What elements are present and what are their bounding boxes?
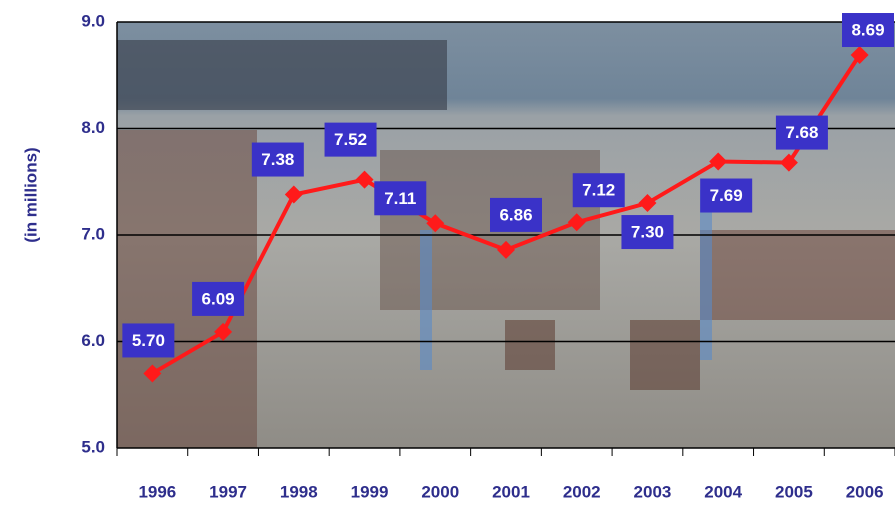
marker bbox=[143, 364, 162, 383]
value-label-box bbox=[122, 323, 175, 358]
value-label-box bbox=[842, 13, 894, 48]
marker bbox=[426, 214, 445, 233]
y-tick-label: 7.0 bbox=[81, 224, 105, 243]
value-label: 6.86 bbox=[499, 205, 532, 224]
value-label: 7.52 bbox=[334, 130, 367, 149]
value-label-box bbox=[700, 178, 753, 213]
marker bbox=[638, 194, 657, 213]
value-label-box bbox=[192, 281, 245, 316]
y-tick-label: 9.0 bbox=[81, 11, 105, 30]
y-axis-label: (in millions) bbox=[21, 147, 40, 242]
value-label: 7.30 bbox=[631, 223, 664, 242]
value-label-box bbox=[374, 181, 427, 216]
value-label-box bbox=[490, 197, 542, 232]
value-label: 7.68 bbox=[785, 123, 818, 142]
x-tick-label: 1996 bbox=[138, 482, 176, 501]
x-tick-label: 2005 bbox=[775, 482, 813, 501]
x-tick-label: 2000 bbox=[421, 482, 459, 501]
value-label-box bbox=[775, 115, 828, 150]
marker bbox=[779, 153, 798, 172]
value-label-box bbox=[324, 122, 377, 157]
y-tick-label: 5.0 bbox=[81, 437, 105, 456]
value-label-box bbox=[572, 173, 625, 208]
value-label: 7.38 bbox=[261, 150, 294, 169]
marker bbox=[567, 213, 586, 232]
marker bbox=[497, 240, 515, 259]
value-label: 7.69 bbox=[710, 186, 743, 205]
x-tick-label: 2004 bbox=[704, 482, 742, 501]
x-tick-label: 2001 bbox=[492, 482, 530, 501]
value-label-box bbox=[251, 142, 304, 177]
value-label: 5.70 bbox=[132, 331, 165, 350]
y-tick-label: 6.0 bbox=[81, 331, 105, 350]
marker bbox=[355, 170, 374, 189]
x-tick-label: 1999 bbox=[351, 482, 389, 501]
x-tick-label: 1998 bbox=[280, 482, 318, 501]
marker bbox=[850, 46, 869, 65]
y-tick-label: 8.0 bbox=[81, 118, 105, 137]
marker bbox=[284, 185, 303, 204]
value-label: 8.69 bbox=[851, 20, 884, 39]
x-tick-label: 2003 bbox=[634, 482, 672, 501]
x-tick-label: 1997 bbox=[209, 482, 247, 501]
marker bbox=[709, 152, 728, 171]
x-tick-label: 2006 bbox=[846, 482, 884, 501]
value-label: 7.11 bbox=[384, 189, 416, 208]
marker bbox=[214, 322, 233, 341]
x-tick-label: 2002 bbox=[563, 482, 601, 501]
value-label: 6.09 bbox=[202, 289, 235, 308]
value-label: 7.12 bbox=[582, 181, 615, 200]
value-label-box bbox=[621, 215, 674, 250]
